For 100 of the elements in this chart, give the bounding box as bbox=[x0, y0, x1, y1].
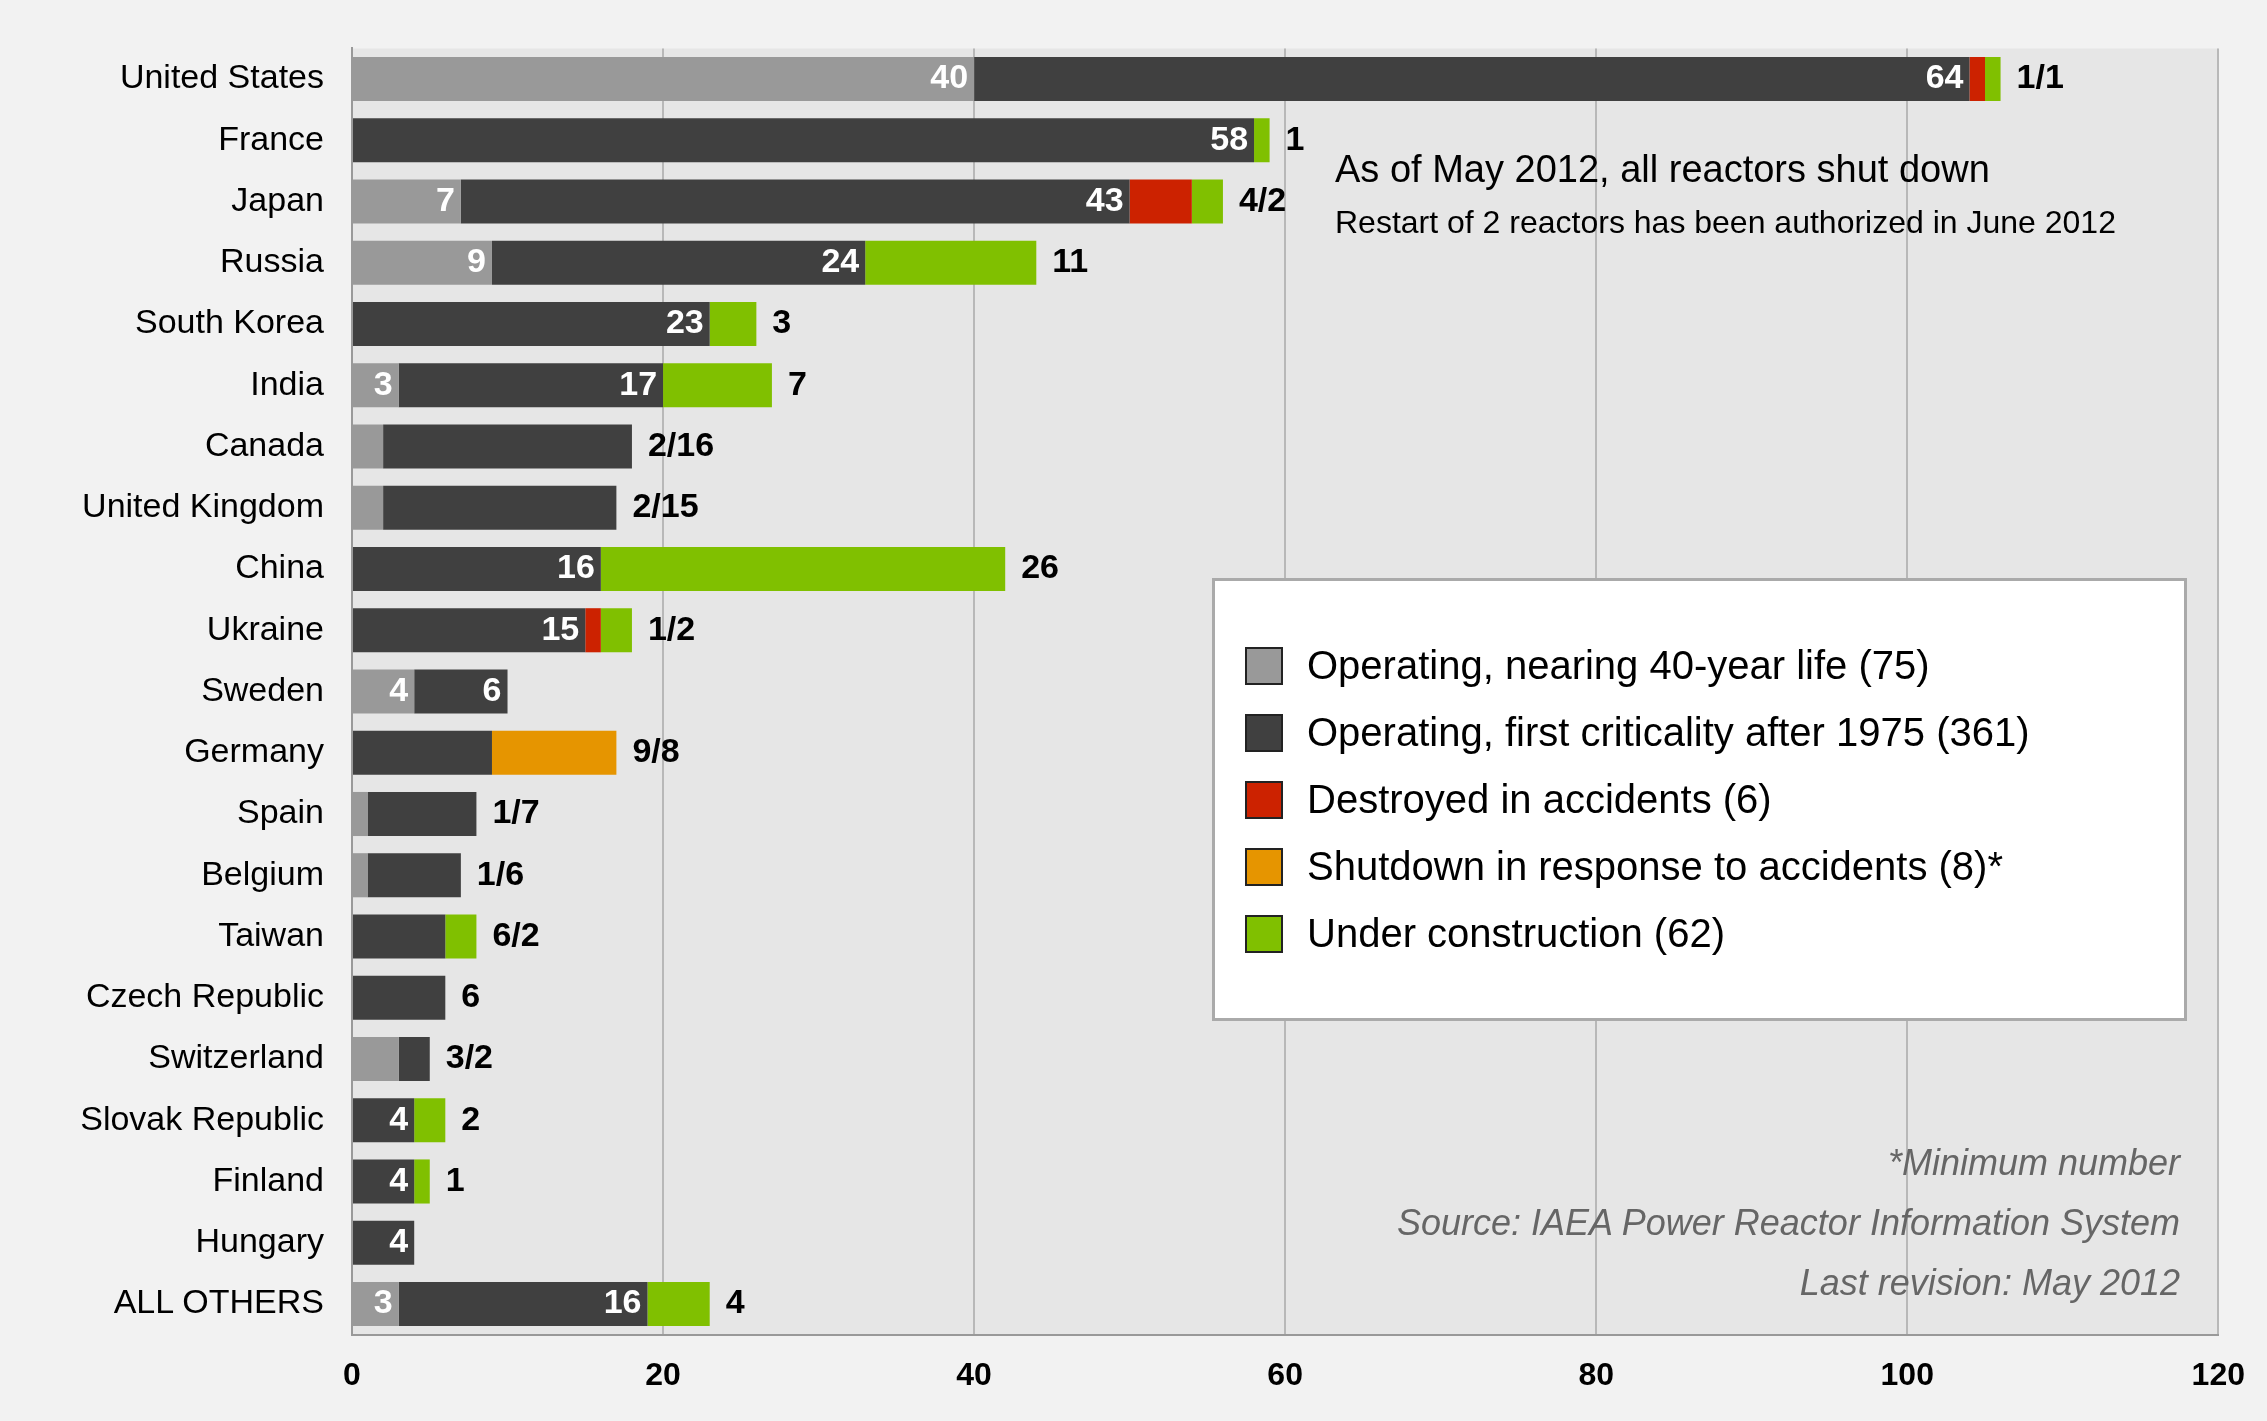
data-label: 40 bbox=[930, 57, 969, 96]
bar bbox=[1985, 56, 2001, 102]
data-label: 24 bbox=[821, 241, 860, 280]
y-tick-label: Russia bbox=[220, 241, 325, 280]
bar bbox=[647, 1281, 710, 1327]
bar bbox=[414, 1159, 430, 1204]
annotation: 6 bbox=[461, 976, 481, 1015]
data-label: 43 bbox=[1085, 179, 1124, 218]
bar bbox=[974, 56, 1970, 102]
y-tick-label: Slovak Republic bbox=[80, 1098, 324, 1137]
data-label: 4 bbox=[389, 1221, 409, 1260]
data-label: 23 bbox=[665, 302, 704, 341]
annotation: 2/16 bbox=[647, 424, 715, 463]
y-tick-label: Belgium bbox=[201, 853, 324, 892]
annotation: 1/6 bbox=[476, 853, 525, 892]
annotation: 4/2 bbox=[1238, 179, 1287, 218]
annotation: 1 bbox=[445, 1159, 465, 1198]
bar bbox=[398, 363, 664, 408]
data-label: 16 bbox=[603, 1282, 642, 1321]
data-label: 3 bbox=[373, 363, 393, 402]
data-label: 15 bbox=[541, 608, 580, 647]
annotation: 3/2 bbox=[445, 1037, 494, 1076]
legend-label: Destroyed in accidents (6) bbox=[1307, 777, 1772, 822]
x-tick-label: 40 bbox=[956, 1355, 992, 1392]
bar bbox=[353, 1159, 415, 1204]
y-tick-label: Germany bbox=[184, 731, 324, 770]
bar bbox=[353, 975, 446, 1020]
bar bbox=[353, 1098, 415, 1143]
y-tick-label: Hungary bbox=[195, 1221, 324, 1260]
bar bbox=[600, 546, 1006, 592]
y-tick-label: ALL OTHERS bbox=[113, 1282, 324, 1321]
x-tick-label: 60 bbox=[1267, 1355, 1303, 1392]
bar bbox=[383, 424, 632, 469]
annotation: *Minimum number bbox=[1887, 1142, 2180, 1184]
bar bbox=[398, 1036, 430, 1082]
y-tick-label: United States bbox=[119, 57, 324, 96]
annotation: 11 bbox=[1052, 241, 1089, 280]
data-label: 9 bbox=[467, 241, 486, 280]
y-tick-label: Taiwan bbox=[218, 914, 324, 953]
y-tick-label: Switzerland bbox=[148, 1037, 324, 1076]
annotation: 1/2 bbox=[647, 608, 696, 647]
x-tick-label: 20 bbox=[645, 1355, 681, 1392]
bar bbox=[460, 179, 1130, 224]
bar bbox=[414, 1098, 446, 1143]
annotation: 2/15 bbox=[632, 486, 699, 525]
x-tick-label: 80 bbox=[1578, 1355, 1614, 1392]
bar bbox=[353, 301, 710, 347]
y-tick-label: South Korea bbox=[134, 302, 325, 341]
bar bbox=[398, 1281, 648, 1327]
annotation: 4 bbox=[725, 1282, 745, 1321]
x-tick-label: 100 bbox=[1880, 1355, 1934, 1392]
legend-label: Operating, nearing 40-year life (75) bbox=[1307, 643, 1930, 688]
legend-label: Under construction (62) bbox=[1307, 911, 1725, 956]
y-tick-label: Czech Republic bbox=[85, 976, 324, 1015]
bar bbox=[353, 118, 1255, 163]
annotation: Source: IAEA Power Reactor Information System bbox=[1397, 1202, 2180, 1244]
annotation: 6/2 bbox=[492, 914, 540, 953]
bar bbox=[865, 240, 1037, 285]
y-tick-label: France bbox=[218, 118, 324, 157]
annotation: 7 bbox=[787, 363, 807, 402]
bar bbox=[491, 240, 866, 285]
annotation: 3 bbox=[772, 302, 792, 341]
annotation: Restart of 2 reactors has been authorized in June 2012 bbox=[1335, 204, 2116, 241]
y-tick-label: Canada bbox=[204, 424, 325, 463]
y-tick-label: Finland bbox=[212, 1159, 324, 1198]
bar bbox=[353, 1220, 415, 1265]
bar bbox=[383, 485, 617, 530]
annotation: 1/7 bbox=[492, 792, 540, 831]
bar bbox=[367, 853, 461, 898]
bar bbox=[445, 914, 477, 959]
annotation: 26 bbox=[1021, 547, 1060, 586]
annotation: 1/1 bbox=[2016, 57, 2064, 96]
y-tick-label: China bbox=[235, 547, 325, 586]
bar bbox=[491, 730, 617, 775]
data-label: 6 bbox=[482, 669, 502, 708]
y-tick-label: United Kingdom bbox=[82, 486, 324, 525]
y-tick-label: Ukraine bbox=[206, 608, 324, 647]
x-tick-label: 120 bbox=[2191, 1355, 2245, 1392]
bar bbox=[353, 730, 492, 775]
data-label: 3 bbox=[373, 1282, 393, 1321]
y-tick-label: Japan bbox=[231, 179, 324, 218]
data-label: 16 bbox=[557, 547, 595, 586]
bar bbox=[585, 608, 601, 653]
bar bbox=[353, 914, 446, 959]
bar bbox=[1129, 179, 1192, 224]
data-label: 17 bbox=[619, 363, 658, 402]
data-label: 7 bbox=[435, 179, 455, 218]
data-label: 58 bbox=[1210, 118, 1249, 157]
data-label: 64 bbox=[1925, 57, 1964, 96]
bar bbox=[1254, 118, 1270, 163]
bar bbox=[353, 608, 586, 653]
annotation: Last revision: May 2012 bbox=[1799, 1262, 2180, 1304]
bar bbox=[367, 791, 477, 837]
bar bbox=[414, 669, 508, 714]
annotation: 9/8 bbox=[632, 731, 680, 770]
data-label: 4 bbox=[389, 1098, 409, 1137]
bar bbox=[1969, 56, 1986, 102]
bar bbox=[353, 546, 601, 592]
bar bbox=[1191, 179, 1223, 224]
annotation: 2 bbox=[461, 1098, 481, 1137]
